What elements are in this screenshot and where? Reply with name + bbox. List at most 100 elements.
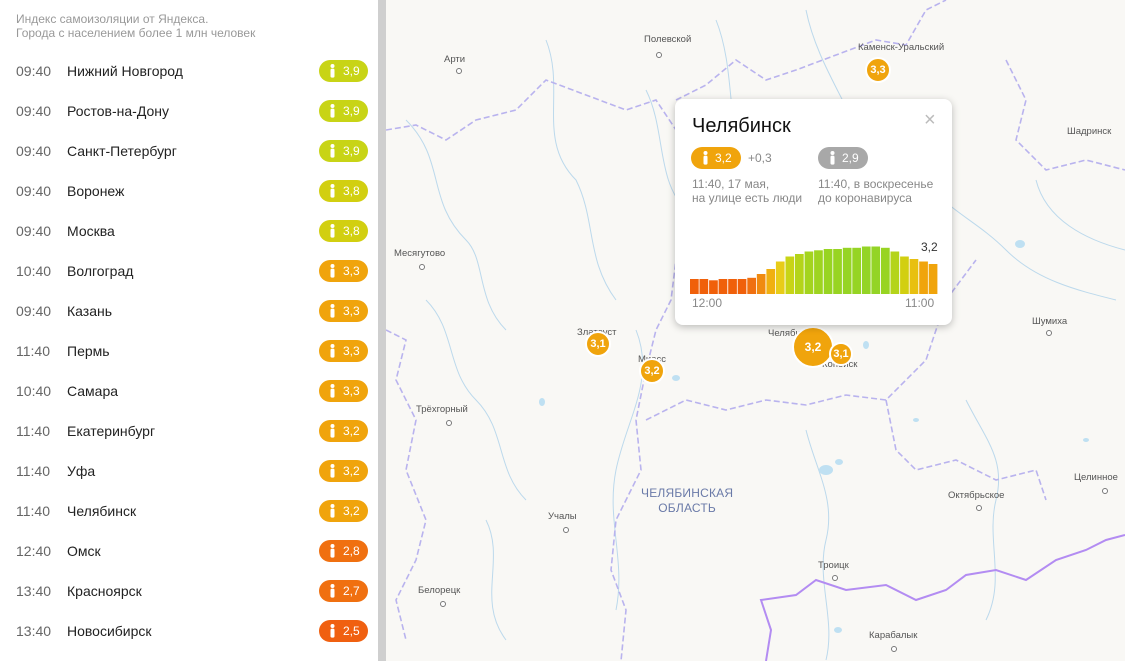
town-dot <box>440 601 446 607</box>
person-icon <box>330 184 335 198</box>
town-label: Карабалык <box>869 630 918 641</box>
chart-bar <box>871 246 881 294</box>
current-note-line2: на улице есть люди <box>692 191 803 205</box>
city-name: Новосибирск <box>67 623 152 639</box>
index-value: 3,9 <box>343 104 360 118</box>
town-label: Арти <box>444 54 466 65</box>
chart-bar <box>881 247 890 294</box>
city-name: Самара <box>67 383 119 399</box>
town-label: Троицк <box>818 560 849 571</box>
town-dot <box>976 505 982 511</box>
region-label: ЧЕЛЯБИНСКАЯ ОБЛАСТЬ <box>641 486 733 516</box>
city-marker[interactable]: 3,2 <box>639 358 665 384</box>
city-marker[interactable]: 3,3 <box>865 57 891 83</box>
town-label: Шадринск <box>1067 126 1112 137</box>
index-badge: 3,3 <box>319 340 368 362</box>
scrollbar[interactable] <box>378 0 386 661</box>
chart-end-label: 11:00 <box>905 296 935 310</box>
chart-bar <box>842 247 852 294</box>
person-icon <box>830 151 835 165</box>
chart-start-label: 12:00 <box>692 296 723 310</box>
region-label-line2: ОБЛАСТЬ <box>658 501 716 515</box>
baseline-index-value: 2,9 <box>842 151 859 165</box>
town-dot <box>456 68 462 74</box>
chart-bar <box>814 250 823 294</box>
city-marker[interactable]: 3,2 <box>792 326 834 368</box>
city-time: 11:40 <box>16 423 50 439</box>
person-icon <box>330 624 335 638</box>
index-badge: 3,3 <box>319 300 368 322</box>
city-time: 09:40 <box>16 63 52 79</box>
city-row[interactable]: 09:40 Нижний Новгород 3,9 <box>0 51 378 91</box>
city-time: 11:40 <box>16 463 50 479</box>
index-badge: 3,9 <box>319 60 368 82</box>
town-label: Целинное <box>1074 472 1118 483</box>
city-name: Волгоград <box>67 263 134 279</box>
person-icon <box>330 424 335 438</box>
town-dot <box>1102 488 1108 494</box>
index-value: 3,9 <box>343 64 360 78</box>
chart-bar <box>690 279 699 294</box>
header-subtitle: Города с населением более 1 млн человек <box>16 26 256 40</box>
city-row[interactable]: 09:40 Ростов-на-Дону 3,9 <box>0 91 378 131</box>
close-icon[interactable]: × <box>924 109 936 131</box>
city-name: Омск <box>67 543 101 559</box>
city-row[interactable]: 11:40 Пермь 3,3 <box>0 331 378 371</box>
town-dot <box>832 575 838 581</box>
person-icon <box>330 544 335 558</box>
chart-bar <box>833 249 842 294</box>
city-name: Москва <box>67 223 115 239</box>
chart-bar <box>890 251 900 294</box>
city-row[interactable]: 12:40 Омск 2,8 <box>0 531 378 571</box>
city-row[interactable]: 09:40 Москва 3,8 <box>0 211 378 251</box>
index-badge: 2,8 <box>319 540 368 562</box>
city-name: Санкт-Петербург <box>67 143 177 159</box>
index-badge: 3,2 <box>319 500 368 522</box>
city-row[interactable]: 13:40 Красноярск 2,7 <box>0 571 378 611</box>
person-icon <box>330 264 335 278</box>
city-marker[interactable]: 3,1 <box>829 342 853 366</box>
index-badge: 3,3 <box>319 260 368 282</box>
chart-bar <box>909 259 919 294</box>
city-row[interactable]: 10:40 Волгоград 3,3 <box>0 251 378 291</box>
person-icon <box>330 104 335 118</box>
index-badge: 3,3 <box>319 380 368 402</box>
chart-bar <box>699 279 709 294</box>
index-badge: 3,2 <box>319 460 368 482</box>
city-name: Челябинск <box>67 503 137 519</box>
index-value: 3,2 <box>343 464 360 478</box>
city-marker[interactable]: 3,1 <box>585 331 611 357</box>
city-name: Красноярск <box>67 583 142 599</box>
city-time: 13:40 <box>16 623 52 639</box>
person-icon <box>330 304 335 318</box>
chart-bar <box>795 254 804 294</box>
city-row[interactable]: 11:40 Челябинск 3,2 <box>0 491 378 531</box>
city-row[interactable]: 13:40 Новосибирск 2,5 <box>0 611 378 651</box>
city-row[interactable]: 09:40 Воронеж 3,8 <box>0 171 378 211</box>
town-label: Шумиха <box>1032 316 1068 327</box>
city-row[interactable]: 10:40 Самара 3,3 <box>0 371 378 411</box>
index-value: 3,3 <box>343 344 360 358</box>
city-time: 09:40 <box>16 183 52 199</box>
city-row[interactable]: 09:40 Казань 3,3 <box>0 291 378 331</box>
city-row[interactable]: 09:40 Санкт-Петербург 3,9 <box>0 131 378 171</box>
list-header: Индекс самоизоляции от Яндекса. Города с… <box>16 12 255 40</box>
chart-bar <box>823 249 833 294</box>
index-badge: 3,8 <box>319 220 368 242</box>
town-label: Белорецк <box>418 585 461 596</box>
city-time: 10:40 <box>16 263 52 279</box>
baseline-note-line2: до коронавируса <box>818 191 912 205</box>
town-dot <box>1046 330 1052 336</box>
city-name: Воронеж <box>67 183 125 199</box>
index-badge: 2,5 <box>319 620 368 642</box>
current-index-value: 3,2 <box>715 151 732 165</box>
chart-bar <box>804 251 814 294</box>
current-index-badge: 3,2 <box>691 147 741 169</box>
town-dot <box>419 264 425 270</box>
city-row[interactable]: 11:40 Екатеринбург 3,2 <box>0 411 378 451</box>
index-value: 3,2 <box>343 504 360 518</box>
index-badge: 3,9 <box>319 100 368 122</box>
chart-bar <box>709 280 718 294</box>
chart-bar <box>747 277 756 294</box>
city-row[interactable]: 11:40 Уфа 3,2 <box>0 451 378 491</box>
